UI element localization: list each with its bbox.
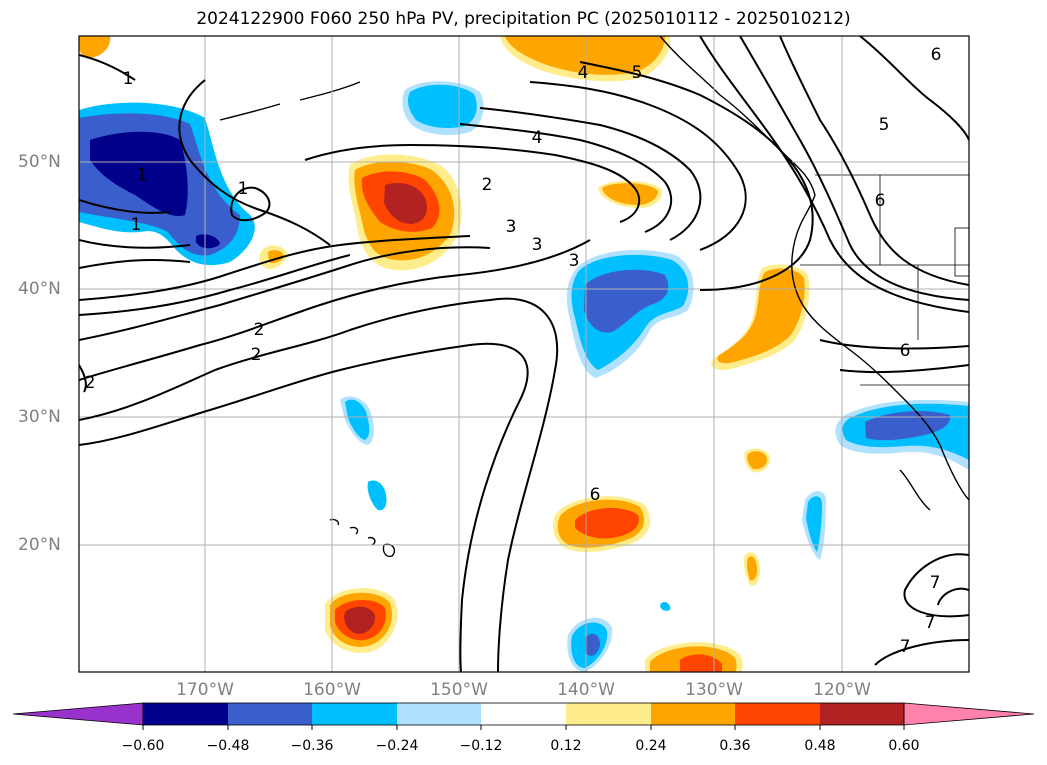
contour-label: 6 (931, 45, 942, 65)
lat-label: 30°N (18, 407, 61, 427)
pv-contour-labels: 1 1 1 1 2 2 2 2 3 3 3 4 4 5 5 6 6 6 6 7 … (85, 45, 942, 657)
contour-label: 7 (900, 637, 911, 657)
map-title: 2024122900 F060 250 hPa PV, precipitatio… (196, 9, 851, 29)
lat-label: 20°N (18, 535, 61, 555)
colorbar-swatch (481, 703, 566, 725)
contour-label: 6 (875, 191, 886, 211)
precip-shading (79, 36, 969, 672)
colorbar-extend-low (12, 702, 144, 726)
pv-contours (79, 36, 969, 672)
contour-label: 1 (238, 179, 249, 199)
lat-label: 50°N (18, 152, 61, 172)
colorbar-swatch (312, 703, 397, 725)
colorbar-swatch (820, 703, 904, 725)
contour-label: 7 (925, 613, 936, 633)
contour-label: 7 (930, 573, 941, 593)
colorbar-swatch (566, 703, 651, 725)
political-borders (800, 174, 969, 386)
contour-label: 3 (506, 217, 517, 237)
colorbar-swatch (397, 703, 481, 725)
contour-label: 5 (879, 115, 890, 135)
contour-label: 3 (569, 251, 580, 271)
contour-label: 4 (578, 63, 589, 83)
lon-label: 140°W (557, 680, 615, 700)
gridlines (79, 36, 969, 672)
colorbar-extend-high (903, 702, 1035, 726)
colorbar-swatch (651, 703, 735, 725)
colorbar-tick-label: 0.12 (550, 738, 582, 754)
colorbar-tick-label: −0.48 (206, 738, 250, 754)
colorbar-swatch (735, 703, 820, 725)
colorbar-swatch (228, 703, 312, 725)
colorbar-tick-label: 0.36 (719, 738, 751, 754)
contour-label: 3 (532, 235, 543, 255)
contour-label: 1 (123, 69, 134, 89)
contour-label: 4 (532, 128, 543, 148)
lon-label: 120°W (813, 680, 871, 700)
contour-label: 2 (251, 345, 262, 365)
colorbar-tick-label: −0.12 (459, 738, 503, 754)
colorbar-tick-label: −0.36 (290, 738, 334, 754)
lon-label: 130°W (685, 680, 743, 700)
lon-label: 170°W (176, 680, 234, 700)
colorbar (12, 702, 1035, 730)
colorbar-tick-label: 0.60 (888, 738, 920, 754)
contour-label: 1 (131, 215, 142, 235)
contour-label: 2 (254, 320, 265, 340)
contour-label: 5 (632, 63, 643, 83)
contour-label: 6 (590, 485, 601, 505)
colorbar-tick-label: −0.60 (121, 738, 165, 754)
colorbar-tick-label: −0.24 (375, 738, 419, 754)
map-frame (78, 35, 970, 673)
lon-label: 160°W (303, 680, 361, 700)
contour-label: 2 (85, 373, 96, 393)
lat-label: 40°N (18, 279, 61, 299)
map-ocean (79, 36, 969, 672)
contour-label: 1 (137, 165, 148, 185)
lon-label: 150°W (430, 680, 488, 700)
contour-label: 6 (900, 341, 911, 361)
colorbar-tick-label: 0.24 (635, 738, 667, 754)
colorbar-tick-label: 0.48 (804, 738, 836, 754)
colorbar-swatch (143, 703, 228, 725)
contour-label: 2 (482, 175, 493, 195)
